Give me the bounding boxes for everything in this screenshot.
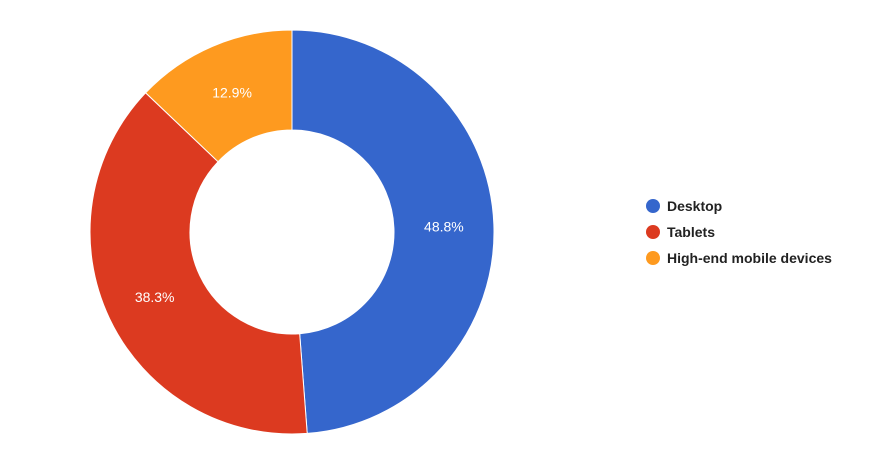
chart-legend: Desktop Tablets High-end mobile devices bbox=[646, 196, 832, 267]
legend-item-desktop[interactable]: Desktop bbox=[646, 196, 832, 215]
legend-label-high-end-mobile-devices: High-end mobile devices bbox=[667, 249, 832, 266]
legend-label-tablets: Tablets bbox=[667, 223, 715, 240]
legend-item-high-end-mobile-devices[interactable]: High-end mobile devices bbox=[646, 248, 832, 267]
slice-label-tablets: 38.3% bbox=[135, 289, 175, 305]
slice-high-end-mobile-devices[interactable] bbox=[144, 29, 293, 163]
slice-label-high-end-mobile-devices: 12.9% bbox=[212, 84, 252, 100]
slice-label-desktop: 48.8% bbox=[424, 218, 464, 234]
slice-desktop[interactable] bbox=[291, 29, 495, 434]
legend-item-tablets[interactable]: Tablets bbox=[646, 222, 832, 241]
legend-label-desktop: Desktop bbox=[667, 197, 723, 214]
slices-group bbox=[89, 29, 495, 435]
legend-marker-tablets bbox=[646, 224, 660, 239]
legend-marker-desktop bbox=[646, 198, 660, 213]
slice-tablets[interactable] bbox=[89, 92, 308, 435]
legend-marker-high-end-mobile-devices bbox=[646, 250, 660, 265]
slice-labels-group: 48.8% 38.3% 12.9% bbox=[135, 84, 464, 305]
